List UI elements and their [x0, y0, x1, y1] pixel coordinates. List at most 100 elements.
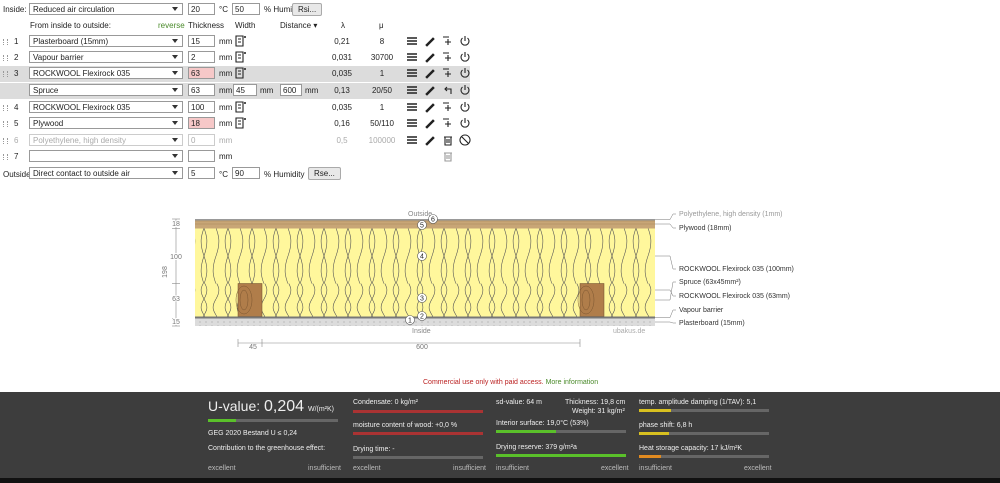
power-icon[interactable]	[459, 51, 471, 63]
inside-humidity[interactable]: 50	[232, 3, 260, 15]
wimg-icon[interactable]	[235, 117, 247, 129]
layer-thickness[interactable]: 2	[188, 51, 215, 63]
power-icon[interactable]	[459, 67, 471, 79]
stop-icon[interactable]	[459, 134, 471, 146]
layer-material[interactable]: Spruce	[29, 84, 183, 96]
layer-marker	[417, 220, 427, 230]
lambda: 0,031	[331, 53, 353, 62]
outside-temperature[interactable]: 5	[188, 167, 215, 179]
marker-number: 4	[420, 254, 424, 261]
layer-material[interactable]: Plywood	[29, 117, 183, 129]
layer-number: 2	[14, 53, 19, 62]
menu-icon[interactable]	[406, 117, 418, 129]
layer-material[interactable]: Polyethylene, high density	[29, 134, 183, 146]
thickness: Thickness: 19,8 cm	[565, 399, 626, 406]
layer-material[interactable]: Plasterboard (15mm)	[29, 35, 183, 47]
standard[interactable]: GEG 2020 Bestand U ≤ 0,24	[208, 430, 298, 437]
layer-width[interactable]: 45	[233, 84, 257, 96]
pen-icon[interactable]	[424, 117, 436, 129]
plus-icon[interactable]	[442, 117, 454, 129]
power-icon[interactable]	[459, 117, 471, 129]
power-icon[interactable]	[459, 84, 471, 96]
drag-handle	[3, 138, 8, 144]
pen-icon[interactable]	[424, 101, 436, 113]
menu-icon[interactable]	[406, 101, 418, 113]
scale-high: insufficient	[308, 465, 341, 472]
pen-icon[interactable]	[424, 84, 436, 96]
plus-icon[interactable]	[442, 101, 454, 113]
pen-icon[interactable]	[424, 134, 436, 146]
layer-material[interactable]	[29, 150, 183, 162]
plus-icon[interactable]	[442, 35, 454, 47]
leader-line	[655, 223, 676, 229]
power-icon[interactable]	[459, 101, 471, 113]
trash-icon[interactable]	[442, 134, 454, 146]
layer-thickness[interactable]: 100	[188, 101, 215, 113]
layer-label: Plasterboard (15mm)	[679, 320, 745, 327]
wimg-icon[interactable]	[235, 51, 247, 63]
drag-handle	[3, 39, 8, 45]
header-distance[interactable]: Distance ▾	[280, 21, 318, 30]
wimg-icon[interactable]	[235, 35, 247, 47]
menu-icon[interactable]	[406, 134, 418, 146]
drag-handle	[3, 71, 8, 77]
pen-icon[interactable]	[424, 35, 436, 47]
rse-button[interactable]: Rse...	[308, 167, 341, 180]
outside-climate[interactable]: Direct contact to outside air	[29, 167, 183, 179]
layer-number: 3	[14, 69, 19, 78]
leader-line	[655, 309, 676, 318]
layer-thickness[interactable]: 15	[188, 35, 215, 47]
wimg-icon[interactable]	[235, 101, 247, 113]
scale-low: insufficient	[639, 465, 672, 472]
menu-icon[interactable]	[406, 51, 418, 63]
layer-material[interactable]: Vapour barrier	[29, 51, 183, 63]
layer-thickness[interactable]: 18	[188, 117, 215, 129]
more-info-link[interactable]: More information	[545, 379, 599, 386]
layer-distance[interactable]: 600	[280, 84, 302, 96]
wimg-icon[interactable]	[235, 67, 247, 79]
plus-icon[interactable]	[442, 67, 454, 79]
credit: ubakus.de	[613, 328, 645, 335]
pen-icon[interactable]	[424, 67, 436, 79]
menu-icon[interactable]	[406, 67, 418, 79]
inside-temperature[interactable]: 20	[188, 3, 215, 15]
humidity-unit: % Humidity	[264, 5, 305, 14]
mu: 100000	[368, 136, 396, 145]
layer-material[interactable]: ROCKWOOL Flexirock 035	[29, 101, 183, 113]
layer-material[interactable]: ROCKWOOL Flexirock 035	[29, 67, 183, 79]
reverse-link[interactable]: reverse	[158, 21, 185, 30]
rsi-button[interactable]: Rsi...	[292, 3, 323, 16]
power-icon[interactable]	[459, 35, 471, 47]
mu: 1	[379, 69, 385, 78]
dimension: 600	[416, 344, 428, 351]
unit: mm	[219, 37, 233, 46]
menu-icon[interactable]	[406, 35, 418, 47]
layer-label: Polyethylene, high density (1mm)	[679, 211, 783, 218]
header-title: From inside to outside:	[30, 21, 111, 30]
layer-thickness[interactable]: 0	[188, 134, 215, 146]
inside-climate[interactable]: Reduced air circulation	[29, 3, 183, 15]
outside-humidity[interactable]: 90	[232, 167, 260, 179]
scale-low: excellent	[353, 465, 381, 472]
inside-label: Inside:	[3, 5, 27, 14]
plus-icon[interactable]	[442, 51, 454, 63]
unit: mm	[219, 103, 233, 112]
lambda: 0,5	[336, 136, 348, 145]
layer-thickness[interactable]: 63	[188, 84, 215, 96]
marker-number: 3	[420, 296, 424, 303]
layer-thickness[interactable]	[188, 150, 215, 162]
pen-icon[interactable]	[424, 51, 436, 63]
amplitude: temp. amplitude damping (1/TAV): 5,1	[639, 399, 757, 406]
layer-label: Plywood (18mm)	[679, 225, 732, 232]
back-icon[interactable]	[442, 84, 454, 96]
total-thickness: 198	[162, 266, 169, 278]
layer-number: 4	[14, 103, 19, 112]
weight: Weight: 31 kg/m²	[572, 408, 625, 415]
unit: mm	[219, 136, 233, 145]
trash-icon[interactable]	[442, 150, 454, 162]
leader-line	[655, 213, 676, 220]
menu-icon[interactable]	[406, 84, 418, 96]
layer-thickness[interactable]: 63	[188, 67, 215, 79]
